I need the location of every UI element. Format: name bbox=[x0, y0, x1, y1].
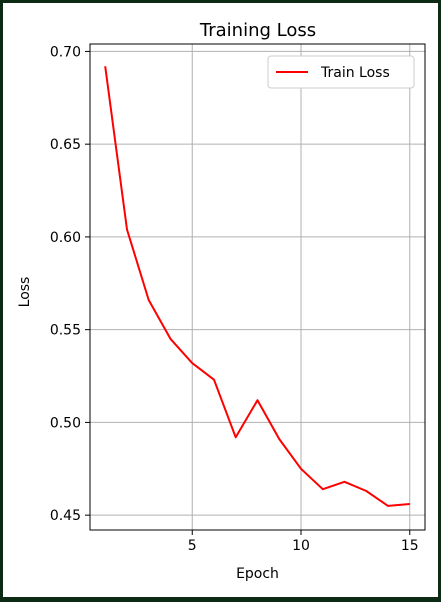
series-layer bbox=[105, 66, 410, 506]
y-tick-label: 0.65 bbox=[50, 137, 81, 153]
series-line-train-loss bbox=[105, 66, 410, 506]
legend: Train Loss bbox=[268, 56, 414, 88]
x-tick-label: 15 bbox=[401, 538, 419, 554]
chart-frame: Training Loss 5 10 15 0.45 0.50 0.55 0.60 0.65 0… bbox=[3, 3, 438, 597]
y-tick-label: 0.55 bbox=[50, 323, 81, 339]
y-tick-label: 0.50 bbox=[50, 415, 81, 431]
y-tick-label: 0.70 bbox=[50, 44, 81, 60]
y-tick-label: 0.45 bbox=[50, 508, 81, 524]
y-tick-label: 0.60 bbox=[50, 230, 81, 246]
x-axis-label: Epoch bbox=[236, 566, 279, 582]
y-axis-label: Loss bbox=[17, 277, 33, 308]
ticks: 5 10 15 0.45 0.50 0.55 0.60 0.65 0.70 bbox=[50, 44, 419, 554]
x-tick-label: 10 bbox=[292, 538, 310, 554]
grid bbox=[90, 44, 425, 530]
line-chart: Training Loss 5 10 15 0.45 0.50 0.55 0.60 0.65 0… bbox=[3, 3, 438, 597]
plot-area-border bbox=[90, 44, 425, 530]
legend-label-train-loss: Train Loss bbox=[320, 65, 390, 81]
chart-title: Training Loss bbox=[199, 20, 316, 41]
x-tick-label: 5 bbox=[188, 538, 197, 554]
